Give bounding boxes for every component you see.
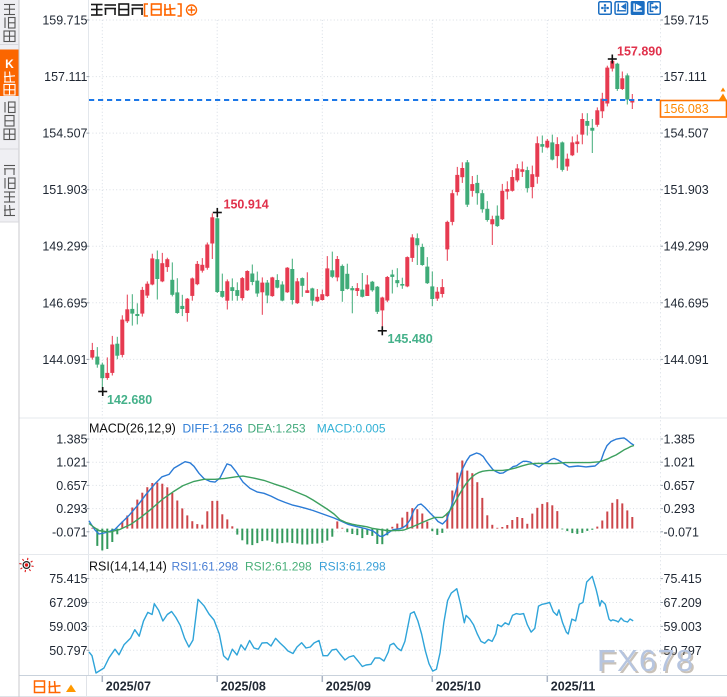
svg-text:142.680: 142.680 — [107, 393, 152, 407]
svg-text:156.083: 156.083 — [664, 102, 709, 116]
svg-text:RSI2:61.298: RSI2:61.298 — [245, 560, 312, 574]
svg-text:151.903: 151.903 — [42, 183, 87, 197]
svg-text:1.385: 1.385 — [664, 433, 695, 447]
svg-text:159.715: 159.715 — [42, 14, 87, 28]
svg-text:75.415: 75.415 — [49, 572, 87, 586]
svg-text:67.209: 67.209 — [664, 596, 702, 610]
svg-text:RSI1:61.298: RSI1:61.298 — [172, 560, 239, 574]
svg-text:DIFF:1.256: DIFF:1.256 — [183, 422, 243, 436]
svg-text:146.695: 146.695 — [664, 296, 709, 310]
svg-text:144.091: 144.091 — [42, 353, 87, 367]
svg-text:RSI3:61.298: RSI3:61.298 — [319, 560, 386, 574]
svg-text:149.299: 149.299 — [42, 240, 87, 254]
svg-text:1.021: 1.021 — [664, 456, 695, 470]
svg-text:0.293: 0.293 — [56, 502, 87, 516]
svg-text:159.715: 159.715 — [664, 14, 709, 28]
svg-text:0.293: 0.293 — [664, 502, 695, 516]
svg-text:2025/08: 2025/08 — [221, 680, 266, 694]
svg-text:59.003: 59.003 — [664, 620, 702, 634]
svg-text:75.415: 75.415 — [664, 572, 702, 586]
svg-text:MACD(26,12,9): MACD(26,12,9) — [89, 422, 176, 436]
svg-text:59.003: 59.003 — [49, 620, 87, 634]
svg-text:154.507: 154.507 — [664, 127, 709, 141]
svg-text:2025/09: 2025/09 — [326, 680, 371, 694]
svg-text:K: K — [5, 57, 14, 71]
svg-text:0.657: 0.657 — [664, 479, 695, 493]
svg-text:50.797: 50.797 — [49, 644, 87, 658]
svg-text:154.507: 154.507 — [42, 127, 87, 141]
svg-text:2025/11: 2025/11 — [551, 680, 596, 694]
svg-text:RSI(14,14,14): RSI(14,14,14) — [89, 560, 167, 574]
svg-text:157.890: 157.890 — [617, 45, 662, 59]
svg-text:1.385: 1.385 — [56, 433, 87, 447]
svg-text:157.111: 157.111 — [44, 70, 87, 84]
svg-text:FX678: FX678 — [597, 643, 694, 678]
svg-text:144.091: 144.091 — [664, 353, 709, 367]
svg-text:146.695: 146.695 — [42, 296, 87, 310]
svg-text:1.021: 1.021 — [56, 456, 87, 470]
svg-text:2025/07: 2025/07 — [106, 680, 151, 694]
svg-text:151.903: 151.903 — [664, 183, 709, 197]
svg-text:FX678: FX678 — [599, 645, 696, 680]
svg-text:67.209: 67.209 — [49, 596, 87, 610]
svg-text:0.657: 0.657 — [56, 479, 87, 493]
svg-text:-0.071: -0.071 — [52, 525, 87, 539]
svg-text:2025/10: 2025/10 — [436, 680, 481, 694]
svg-text:MACD:0.005: MACD:0.005 — [317, 422, 386, 436]
svg-text:-0.071: -0.071 — [664, 525, 699, 539]
svg-text:145.480: 145.480 — [388, 332, 433, 346]
svg-text:149.299: 149.299 — [664, 240, 709, 254]
svg-text:157.111: 157.111 — [664, 70, 707, 84]
svg-text:50.797: 50.797 — [664, 644, 702, 658]
svg-text:150.914: 150.914 — [224, 198, 269, 212]
svg-text:DEA:1.253: DEA:1.253 — [248, 422, 306, 436]
